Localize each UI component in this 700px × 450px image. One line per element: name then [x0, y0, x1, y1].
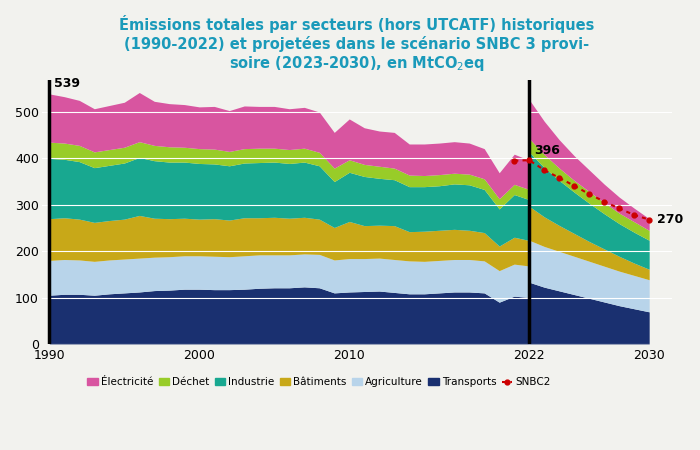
Title: Émissions totales par secteurs (hors UTCATF) historiques
(1990-2022) et projetée: Émissions totales par secteurs (hors UTC… — [119, 15, 594, 73]
Legend: Électricité, Déchet, Industrie, Bâtiments, Agriculture, Transports, SNBC2: Électricité, Déchet, Industrie, Bâtiment… — [83, 373, 554, 392]
Text: 396: 396 — [533, 144, 559, 158]
Text: 270: 270 — [657, 213, 683, 226]
Text: 539: 539 — [54, 77, 80, 90]
